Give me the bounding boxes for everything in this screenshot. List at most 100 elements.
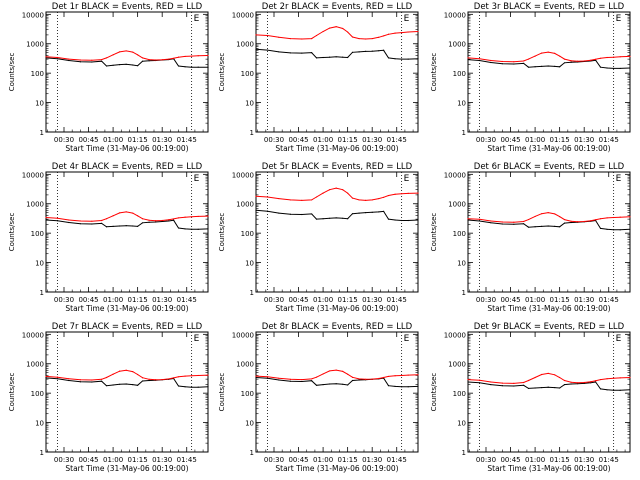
x-tick-label: 01:30 [362,456,382,464]
data-point-lld [173,377,175,379]
data-point-events [547,225,549,227]
data-point-lld [613,56,615,58]
data-point-lld [347,192,349,194]
data-point-lld [365,199,367,201]
data-point-lld [547,372,549,374]
y-tick-label: 100 [31,70,44,78]
x-axis-label: Start Time (31-May-06 00:19:00) [487,464,610,473]
data-point-events [378,211,380,213]
data-point-lld [534,376,536,379]
x-tick-label: 00:45 [78,456,98,464]
data-point-events [527,66,530,68]
y-tick-label: 100 [241,390,254,398]
x-tick-label: 01:00 [313,296,333,304]
data-point-events [342,56,344,58]
x-tick-label: 01:00 [313,136,333,144]
series-line-lld [45,50,209,61]
y-tick-label: 10000 [232,331,254,339]
x-tick-label: 00:45 [500,136,520,144]
data-point-lld [177,217,180,219]
data-point-events [387,218,390,220]
x-tick-label: 01:45 [387,456,407,464]
data-point-lld [583,381,585,384]
data-point-events [554,225,556,227]
data-point-lld [125,211,127,213]
x-axis-label: Start Time (31-May-06 00:19:00) [275,304,398,313]
data-point-lld [577,221,579,223]
x-tick-label: 01:45 [387,136,407,144]
data-point-lld [125,369,127,371]
data-point-lld [315,34,318,37]
data-point-lld [554,52,556,54]
data-point-events [595,381,597,383]
x-axis-label: Start Time (31-May-06 00:19:00) [487,144,610,153]
data-point-lld [45,56,47,58]
y-tick-label: 10 [457,260,466,268]
data-point-lld [378,377,380,380]
data-point-lld [501,382,503,384]
x-tick-label: 01:15 [550,136,570,144]
x-tick-label: 00:30 [476,456,496,464]
data-point-events [266,377,269,379]
data-point-events [417,58,419,60]
data-point-lld [501,60,503,63]
data-point-lld [191,375,193,377]
panel-title: Det 4r BLACK = Events, RED = LLD [52,162,203,172]
corner-mark: E [404,334,410,344]
data-point-lld [168,219,170,221]
y-tick-label: 100 [31,230,44,238]
data-point-lld [358,378,360,380]
data-point-events [629,67,631,69]
data-point-lld [68,378,70,380]
data-point-events [570,61,572,63]
x-tick-label: 01:45 [177,456,197,464]
data-point-lld [112,373,114,375]
data-point-events [329,383,331,385]
data-point-events [91,381,93,383]
data-point-lld [101,219,103,222]
data-point-lld [559,55,561,57]
x-tick-label: 00:45 [288,456,308,464]
panel-9: Det 9r BLACK = Events, RED = LLD E 1 10 100 1… [430,322,631,473]
data-point-lld [184,216,186,218]
data-point-lld [155,379,157,381]
data-point-events [383,210,385,212]
data-point-events [148,379,150,382]
data-point-lld [563,379,566,382]
panel-8: Det 8r BLACK = Events, RED = LLD E 1 10 100 1… [218,322,419,473]
data-point-events [478,382,481,384]
data-point-events [513,63,515,65]
x-tick-label: 00:30 [264,296,284,304]
x-tick-label: 01:15 [550,456,570,464]
data-point-lld [79,220,81,222]
data-point-lld [173,218,175,220]
data-point-lld [554,213,556,215]
data-point-lld [173,57,175,59]
x-tick-label: 01:30 [152,136,172,144]
data-point-lld [365,38,367,40]
data-point-events [358,51,360,53]
x-tick-label: 01:30 [152,456,172,464]
data-point-events [56,220,59,222]
x-tick-label: 00:45 [78,296,98,304]
data-point-lld [184,55,186,58]
data-point-events [191,386,193,388]
x-tick-label: 01:45 [599,296,619,304]
plot-frame [45,331,209,453]
data-point-lld [91,379,93,381]
panel-title: Det 5r BLACK = Events, RED = LLD [262,162,413,172]
panel-title: Det 2r BLACK = Events, RED = LLD [262,2,413,12]
data-point-events [322,218,324,220]
series-line-lld [45,369,209,381]
data-point-lld [161,59,163,61]
data-point-events [606,389,608,391]
panel-4: Det 4r BLACK = Events, RED = LLD E 1 10 100 1… [8,162,209,313]
x-tick-label: 01:45 [599,456,619,464]
data-point-lld [351,376,354,378]
data-point-events [191,228,193,230]
data-point-events [490,384,492,386]
data-point-events [155,221,157,223]
x-tick-label: 00:45 [288,136,308,144]
data-point-events [613,229,615,231]
data-point-events [177,227,180,229]
